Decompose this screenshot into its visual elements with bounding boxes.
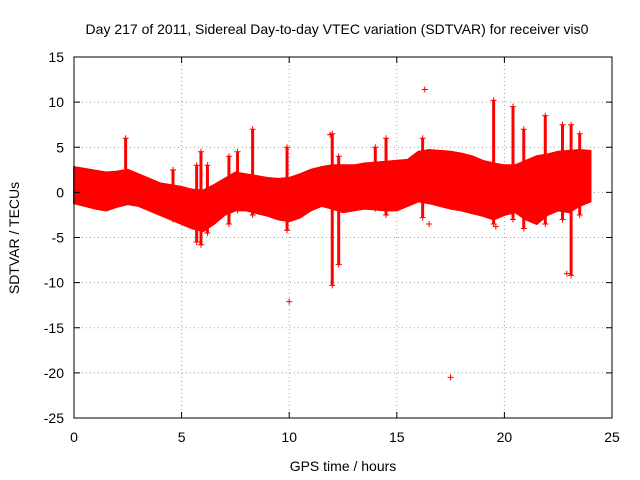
spike-top-point [372,144,379,151]
y-tick-label: 0 [56,184,64,200]
x-tick-label: 5 [178,429,186,445]
spike-bottom-point [510,216,517,223]
y-tick-label: -10 [44,275,64,291]
x-tick-label: 25 [604,429,620,445]
outlier-point [447,374,454,381]
x-axis-label: GPS time / hours [290,458,397,474]
spike-bottom-point [329,282,336,289]
spike-bottom-point [542,220,549,227]
spike-top-point [197,148,204,155]
outlier-point [492,223,499,230]
spike-bottom-point [335,261,342,268]
spike-top-point [520,126,527,133]
tick-layer: 0 5 10 15 20 25 -25 -20 -15 -10 -5 0 5 10 15 [44,49,620,445]
y-axis-label: SDTVAR / TECUs [6,182,22,294]
spike-bottom-point [284,227,291,234]
spike-bottom-point [122,193,129,200]
spike-top-point [383,135,390,142]
grid-layer [74,57,612,418]
spike-top-point [204,162,211,169]
spike-bottom-point [419,214,426,221]
spike-bottom-point [197,241,204,248]
spike-top-point [169,166,176,173]
spike-top-point [559,121,566,128]
x-tick-label: 20 [497,429,513,445]
y-tick-label: 5 [56,139,64,155]
spike-top-point [234,148,241,155]
spike-top-point [122,135,129,142]
spike-bottom-point [372,205,379,212]
spike-top-point [419,135,426,142]
spike-bottom-point [383,211,390,218]
spike-top-point [225,153,232,160]
y-tick-label: -15 [44,320,64,336]
spike-bottom-point [249,211,256,218]
outlier-point [421,86,428,93]
spike-top-point [490,97,497,104]
chart-title: Day 217 of 2011, Sidereal Day-to-day VTE… [86,21,589,37]
spike-bottom-point [576,211,583,218]
spike-top-point [284,144,291,151]
data-layer [73,86,592,381]
spike-bottom-point [204,229,211,236]
spike-bottom-point [234,207,241,214]
spike-top-point [542,112,549,119]
spike-top-point [335,153,342,160]
y-tick-label: 15 [48,49,64,65]
spike-top-point [249,126,256,133]
x-tick-label: 15 [389,429,405,445]
y-tick-label: -5 [52,230,65,246]
spike-bottom-point [169,216,176,223]
spike-bottom-point [193,239,200,246]
spike-top-point [510,103,517,110]
x-tick-label: 10 [281,429,297,445]
y-tick-label: -25 [44,410,64,426]
spike-top-point [568,121,575,128]
spike-bottom-point [559,216,566,223]
spike-top-point [193,162,200,169]
x-tick-label: 0 [70,429,78,445]
spike-bottom-point [520,225,527,232]
y-tick-label: -20 [44,365,64,381]
spike-bottom-point [568,272,575,279]
spike-bottom-point [225,220,232,227]
outlier-point [563,270,570,277]
spike-top-point [576,130,583,137]
outlier-point [426,220,433,227]
y-tick-label: 10 [48,94,64,110]
outlier-point [327,131,334,138]
outlier-point [286,298,293,305]
